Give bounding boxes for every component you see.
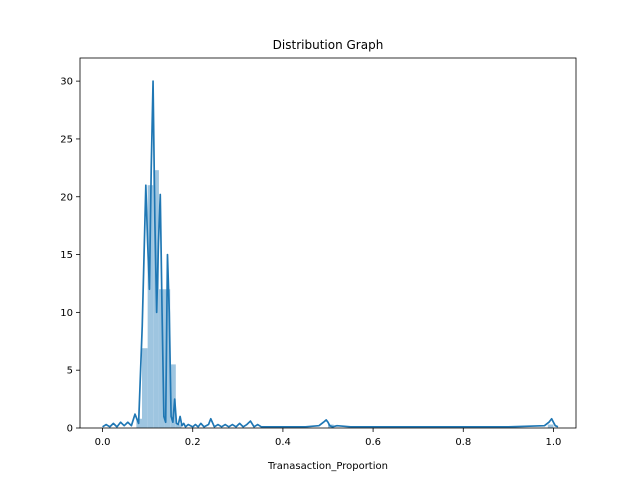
histogram-bar [142,348,148,428]
x-tick-label: 1.0 [546,437,562,448]
plot-frame [79,57,577,429]
y-tick-label: 30 [60,77,73,88]
y-tick-label: 5 [67,366,73,377]
y-tick-label: 10 [60,308,73,319]
x-tick-label: 0.2 [185,437,201,448]
y-tick-label: 0 [67,424,73,435]
x-tick-label: 0.8 [455,437,471,448]
chart-title: Distribution Graph [273,38,384,52]
y-tick-label: 15 [60,250,73,261]
y-tick-label: 20 [60,192,73,203]
x-tick-label: 0.0 [95,437,111,448]
y-axis: 0 5 10 15 20 25 30 [60,77,80,435]
histogram-bars [136,170,554,428]
histogram-bar [547,424,554,428]
histogram-bar [158,289,165,428]
histogram-bar [164,289,171,428]
x-axis-label: Tranasaction_Proportion [267,461,388,472]
x-tick-label: 0.6 [365,437,381,448]
x-axis: 0.0 0.2 0.4 0.6 0.8 1.0 [95,428,562,448]
x-tick-label: 0.4 [275,437,291,448]
histogram-bar [175,424,182,428]
density-line [102,80,559,428]
histogram-bar [147,185,154,428]
histogram-bar [170,364,176,428]
y-tick-label: 25 [60,134,73,145]
